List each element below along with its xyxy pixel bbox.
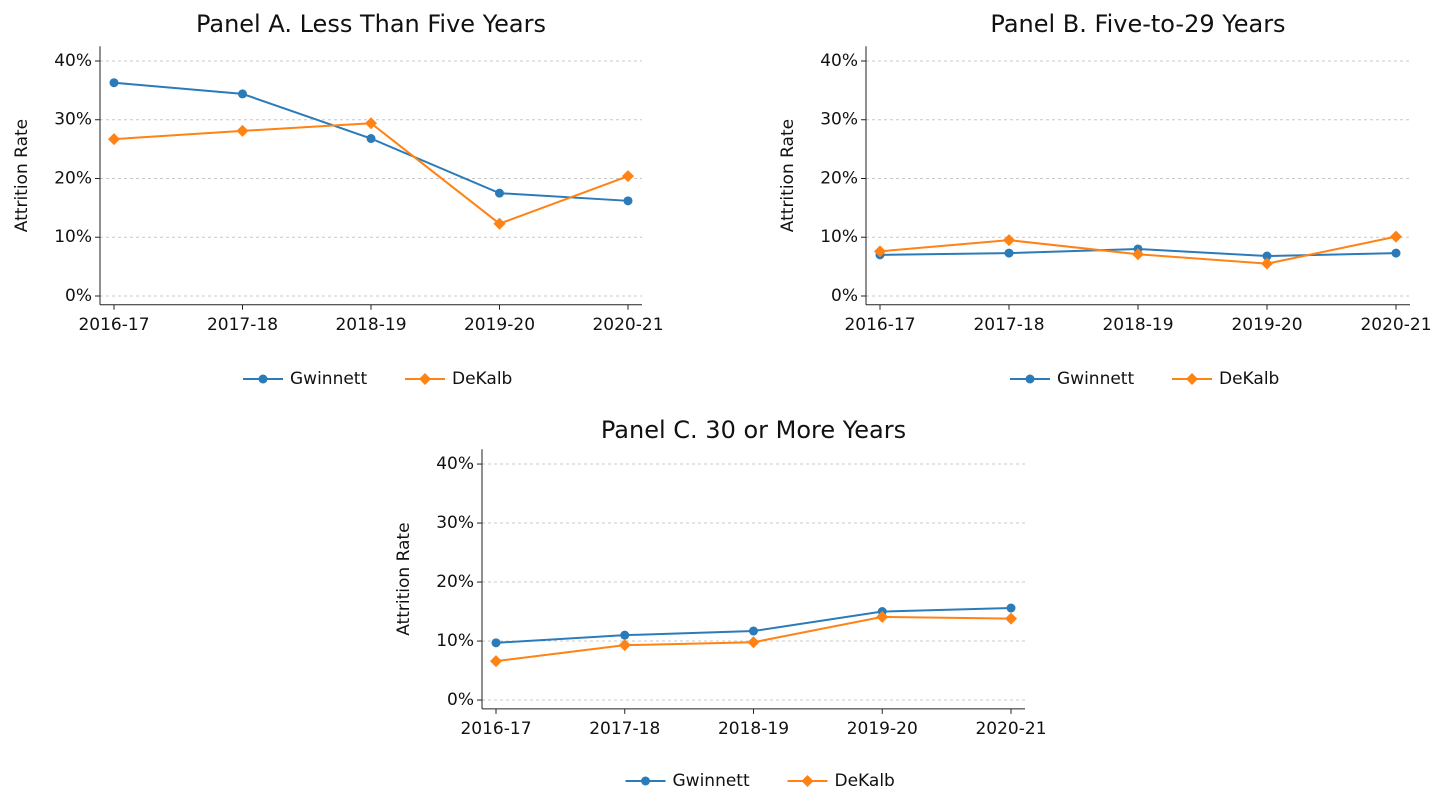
marker [1390, 230, 1402, 243]
y-tick-label: 40% [436, 454, 474, 474]
marker [801, 775, 814, 787]
legend-label: Gwinnett [290, 369, 367, 389]
marker [1262, 251, 1272, 261]
x-tick-label: 2018-19 [718, 719, 789, 739]
y-tick-label: 10% [436, 631, 474, 651]
marker [490, 655, 502, 668]
marker [620, 630, 630, 640]
y-tick-label: 30% [820, 110, 858, 130]
y-tick-label: 10% [820, 227, 858, 247]
marker [1132, 248, 1144, 261]
chart-title: Panel C. 30 or More Years [601, 416, 906, 444]
marker [1261, 257, 1273, 270]
marker [1005, 612, 1017, 625]
x-tick-label: 2017-18 [207, 315, 278, 335]
legend-label: DeKalb [835, 771, 895, 791]
x-tick-label: 2019-20 [847, 719, 918, 739]
x-tick-label: 2020-21 [1360, 315, 1431, 335]
legend-label: Gwinnett [1057, 369, 1134, 389]
marker [236, 124, 249, 137]
x-tick-label: 2020-21 [975, 719, 1046, 739]
y-axis-label: Attrition Rate [778, 119, 798, 232]
legend-label: DeKalb [452, 369, 512, 389]
marker [109, 78, 119, 88]
marker [874, 245, 886, 258]
legend-label: DeKalb [1219, 369, 1279, 389]
marker [622, 170, 634, 183]
marker [419, 373, 431, 385]
y-tick-label: 0% [447, 690, 474, 710]
marker [1025, 374, 1035, 384]
x-tick-label: 2019-20 [1231, 315, 1302, 335]
marker [491, 638, 501, 648]
marker [495, 188, 504, 198]
marker [1186, 373, 1198, 385]
marker [1003, 234, 1015, 247]
marker [876, 610, 889, 623]
marker [108, 133, 120, 146]
marker [623, 196, 633, 206]
y-tick-label: 20% [436, 572, 474, 592]
y-tick-label: 20% [820, 168, 858, 188]
legend-label: Gwinnett [673, 771, 750, 791]
marker [747, 636, 760, 649]
marker [1391, 248, 1401, 258]
y-axis-label: Attrition Rate [12, 119, 32, 232]
marker [1006, 603, 1016, 613]
y-tick-label: 0% [65, 286, 92, 306]
x-tick-label: 2017-18 [589, 719, 660, 739]
x-tick-label: 2018-19 [1102, 315, 1173, 335]
marker [641, 776, 650, 786]
x-tick-label: 2020-21 [592, 315, 663, 335]
x-tick-label: 2016-17 [844, 315, 915, 335]
chart-title: Panel B. Five-to-29 Years [990, 10, 1285, 38]
chart-title: Panel A. Less Than Five Years [196, 10, 546, 38]
marker [493, 217, 506, 230]
x-tick-label: 2018-19 [335, 315, 406, 335]
y-tick-label: 10% [54, 227, 92, 247]
y-axis-label: Attrition Rate [394, 522, 414, 635]
y-tick-label: 30% [436, 513, 474, 533]
marker [1004, 248, 1014, 258]
marker [749, 626, 758, 636]
x-tick-label: 2016-17 [460, 719, 531, 739]
marker [238, 89, 247, 99]
x-tick-label: 2019-20 [464, 315, 535, 335]
y-tick-label: 40% [54, 51, 92, 71]
y-tick-label: 0% [831, 286, 858, 306]
x-tick-label: 2016-17 [78, 315, 149, 335]
x-tick-label: 2017-18 [973, 315, 1044, 335]
y-tick-label: 40% [820, 51, 858, 71]
marker [618, 639, 631, 652]
marker [366, 134, 376, 144]
marker [365, 117, 377, 130]
y-tick-label: 30% [54, 110, 92, 130]
y-tick-label: 20% [54, 168, 92, 188]
marker [258, 374, 268, 384]
